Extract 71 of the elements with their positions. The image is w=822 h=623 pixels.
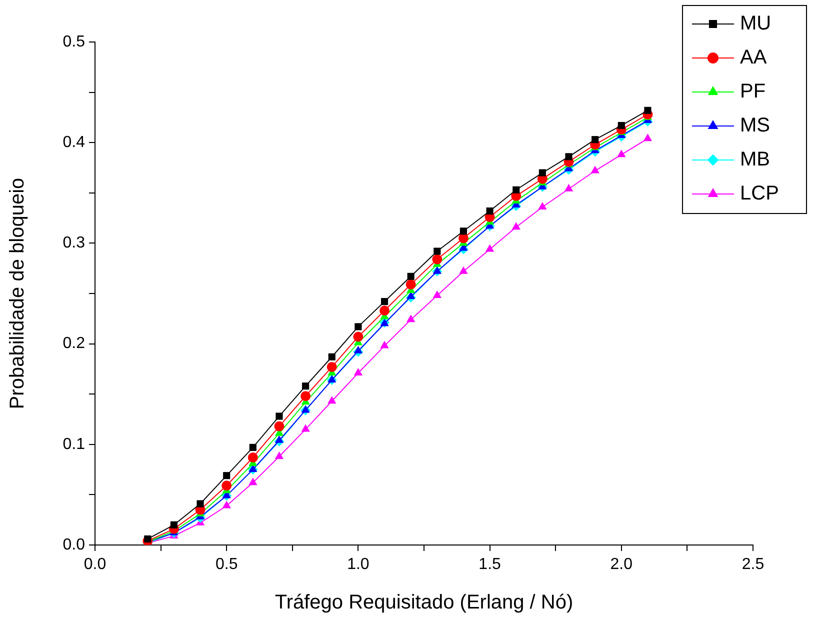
point: [328, 375, 336, 383]
point: [486, 207, 494, 215]
point: [301, 424, 310, 432]
point: [276, 412, 283, 420]
point: [249, 444, 256, 451]
point: [432, 290, 442, 298]
x-tick-label: 0.0: [84, 556, 106, 574]
point: [354, 368, 363, 376]
y-tick-label: 0.0: [62, 536, 86, 554]
point: [380, 306, 390, 316]
point: [328, 353, 336, 360]
point: [460, 228, 468, 235]
point: [538, 169, 546, 176]
point: [644, 106, 652, 114]
point: [590, 166, 600, 174]
x-axis-title: Tráfego Requisitado (Erlang / Nó): [274, 592, 574, 614]
point: [326, 362, 337, 372]
y-axis-title: Probabilidade de bloqueio: [6, 178, 29, 410]
point: [274, 451, 284, 459]
point: [248, 452, 258, 462]
point: [538, 202, 547, 210]
point: [222, 480, 232, 491]
point: [248, 478, 258, 486]
point: [432, 266, 442, 274]
point: [432, 254, 442, 264]
legend-label: MS: [740, 114, 770, 137]
point: [223, 472, 230, 480]
legend-label: AA: [740, 46, 768, 69]
point: [380, 298, 388, 306]
point: [406, 279, 416, 290]
point: [301, 405, 310, 413]
point: [354, 323, 362, 330]
point: [618, 122, 625, 130]
y-tick-label: 0.2: [62, 335, 86, 352]
legend-label: MB: [740, 148, 770, 171]
point: [354, 346, 363, 354]
y-tick-label: 0.3: [62, 234, 86, 252]
point: [459, 266, 468, 274]
legend-label: MU: [740, 12, 772, 35]
point: [380, 340, 389, 348]
point: [406, 314, 416, 322]
point: [512, 222, 520, 230]
point: [565, 153, 572, 160]
point: [300, 391, 311, 402]
x-tick-label: 1.5: [478, 556, 502, 574]
x-tick-label: 0.5: [215, 556, 238, 574]
y-tick-label: 0.1: [62, 436, 86, 453]
point: [302, 382, 310, 390]
point: [485, 244, 494, 252]
point: [434, 248, 441, 255]
legend-label: PF: [740, 80, 766, 103]
x-tick-label: 1.0: [347, 556, 370, 574]
x-tick-label: 2.0: [610, 556, 633, 574]
point: [617, 150, 626, 158]
point: [328, 396, 336, 404]
point: [170, 521, 178, 528]
y-tick-label: 0.4: [62, 134, 86, 152]
point: [592, 136, 599, 144]
point: [407, 272, 414, 280]
y-tick-label: 0.5: [62, 33, 86, 50]
x-tick-label: 2.5: [742, 556, 764, 574]
legend-label: LCP: [740, 182, 779, 205]
point: [274, 421, 284, 432]
point: [564, 184, 574, 192]
point: [274, 435, 284, 443]
point: [458, 233, 468, 244]
point: [353, 332, 364, 342]
point: [643, 134, 652, 142]
point: [222, 500, 231, 508]
point: [196, 500, 204, 508]
point: [512, 186, 520, 194]
